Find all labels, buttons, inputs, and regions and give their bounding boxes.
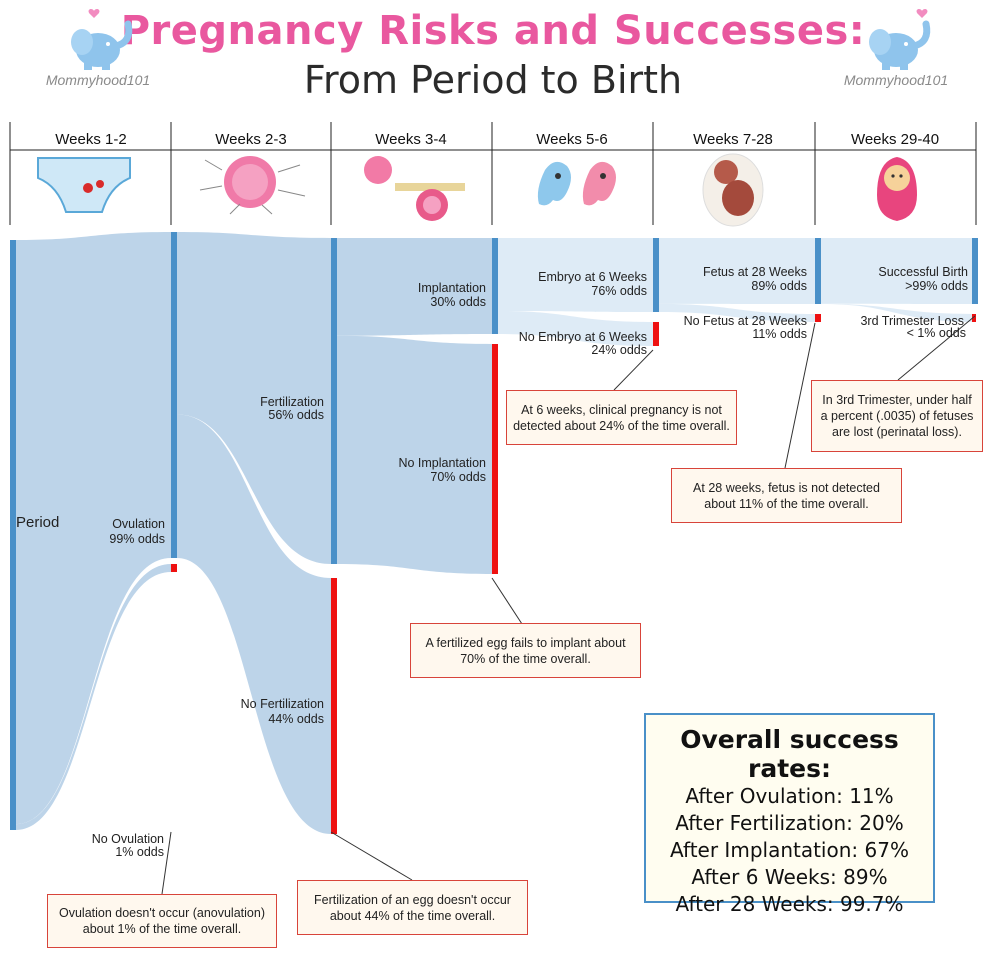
node-birth bbox=[972, 238, 978, 304]
week-label-1: Weeks 1-2 bbox=[55, 131, 127, 148]
elephant-icon bbox=[71, 9, 133, 70]
week-grid bbox=[9, 122, 977, 225]
label-embryo: Embryo at 6 Weeks bbox=[538, 270, 647, 284]
title-line-2: From Period to Birth bbox=[303, 58, 683, 102]
label-fetus: Fetus at 28 Weeks bbox=[703, 265, 807, 279]
summary-line-implantation: After Implantation: 67% bbox=[670, 838, 909, 862]
summary-line-6-weeks: After 6 Weeks: 89% bbox=[691, 865, 888, 889]
week-label-5: Weeks 7-28 bbox=[693, 131, 773, 148]
note-no-embryo: At 6 weeks, clinical pregnancy is not de… bbox=[506, 390, 737, 445]
logo-right: Mommyhood101 bbox=[836, 8, 956, 98]
sankey-nodes bbox=[10, 232, 978, 834]
label-period: Period bbox=[16, 514, 59, 531]
node-no_ovulation bbox=[171, 564, 177, 572]
odds-no-implantation: 70% odds bbox=[430, 470, 486, 484]
logo-text: Mommyhood101 bbox=[45, 72, 151, 88]
flow-no_implantation bbox=[337, 335, 492, 574]
summary-heading: Overall success rates: bbox=[680, 725, 899, 783]
label-no-fertilization: No Fertilization bbox=[241, 697, 324, 711]
label-no-ovulation: No Ovulation bbox=[92, 832, 164, 846]
node-labels: Period Ovulation 99% odds No Ovulation 1… bbox=[16, 265, 968, 859]
summary-box: Overall success rates: After Ovulation: … bbox=[644, 713, 935, 916]
logo-left: Mommyhood101 bbox=[38, 8, 158, 98]
label-fertilization: Fertilization bbox=[260, 395, 324, 409]
label-birth: Successful Birth bbox=[878, 265, 968, 279]
label-no-implantation: No Implantation bbox=[398, 456, 486, 470]
week-label-2: Weeks 2-3 bbox=[215, 131, 287, 148]
week-label-4: Weeks 5-6 bbox=[536, 131, 608, 148]
elephant-icon bbox=[869, 9, 931, 70]
odds-fetus: 89% odds bbox=[751, 279, 807, 293]
odds-implantation: 30% odds bbox=[430, 295, 486, 309]
sankey-flows bbox=[16, 232, 976, 834]
note-no-fertilization: Fertilization of an egg doesn't occur ab… bbox=[297, 880, 528, 935]
node-no_embryo bbox=[653, 322, 659, 346]
note-no-implantation: A fertilized egg fails to implant about … bbox=[410, 623, 641, 678]
node-no_implantation bbox=[492, 344, 498, 574]
title-line-1: Pregnancy Risks and Successes: bbox=[120, 8, 866, 54]
flow-fetus bbox=[659, 238, 815, 304]
node-period bbox=[10, 240, 16, 830]
odds-no-ovulation: 1% odds bbox=[115, 845, 164, 859]
flow-birth bbox=[821, 238, 976, 304]
summary-line-fertilization: After Fertilization: 20% bbox=[675, 811, 904, 835]
baby-icon bbox=[877, 157, 917, 221]
node-implantation bbox=[492, 238, 498, 334]
odds-fertilization: 56% odds bbox=[268, 408, 324, 422]
odds-no-fertilization: 44% odds bbox=[268, 712, 324, 726]
underwear-icon bbox=[37, 157, 131, 213]
odds-no-fetus: 11% odds bbox=[752, 327, 807, 341]
implantation-icon bbox=[364, 156, 465, 221]
label-ovulation: Ovulation bbox=[112, 517, 165, 531]
note-no-ovulation: Ovulation doesn't occur (anovulation) ab… bbox=[47, 894, 277, 948]
node-ovulation bbox=[171, 232, 177, 558]
callout-lines bbox=[161, 315, 976, 895]
odds-no-embryo: 24% odds bbox=[591, 343, 647, 357]
flow-fertilization bbox=[177, 232, 331, 564]
node-no_fetus bbox=[815, 314, 821, 322]
logo-text: Mommyhood101 bbox=[843, 72, 949, 88]
note-no-fetus: At 28 weeks, fetus is not detected about… bbox=[671, 468, 902, 523]
flow-ovulation bbox=[16, 232, 171, 825]
label-no-embryo: No Embryo at 6 Weeks bbox=[519, 330, 647, 344]
label-loss: 3rd Trimester Loss bbox=[860, 314, 964, 328]
note-loss: In 3rd Trimester, under half a percent (… bbox=[811, 380, 983, 452]
summary-line-28-weeks: After 28 Weeks: 99.7% bbox=[675, 892, 904, 916]
summary-line-ovulation: After Ovulation: 11% bbox=[685, 784, 894, 808]
node-fetus bbox=[815, 238, 821, 304]
flow-no_fertilization bbox=[177, 414, 331, 834]
fetus-icon bbox=[702, 153, 764, 227]
flow-embryo bbox=[498, 238, 653, 312]
flow-no_fetus bbox=[659, 303, 815, 322]
node-no_fertilization bbox=[331, 578, 337, 834]
flow-implantation bbox=[337, 238, 492, 336]
week-label-3: Weeks 3-4 bbox=[375, 131, 447, 148]
odds-loss: < 1% odds bbox=[907, 326, 966, 340]
label-no-fetus: No Fetus at 28 Weeks bbox=[684, 314, 807, 328]
odds-embryo: 76% odds bbox=[591, 284, 647, 298]
egg-sperm-icon bbox=[199, 156, 306, 215]
week-label-6: Weeks 29-40 bbox=[850, 131, 940, 148]
flow-no_embryo bbox=[498, 310, 653, 346]
odds-birth: >99% odds bbox=[905, 279, 968, 293]
node-fertilization bbox=[331, 238, 337, 564]
flow-loss bbox=[821, 303, 976, 322]
node-loss bbox=[972, 314, 976, 322]
label-implantation: Implantation bbox=[418, 281, 486, 295]
embryo-icon bbox=[537, 161, 616, 206]
odds-ovulation: 99% odds bbox=[109, 532, 165, 546]
node-embryo bbox=[653, 238, 659, 312]
